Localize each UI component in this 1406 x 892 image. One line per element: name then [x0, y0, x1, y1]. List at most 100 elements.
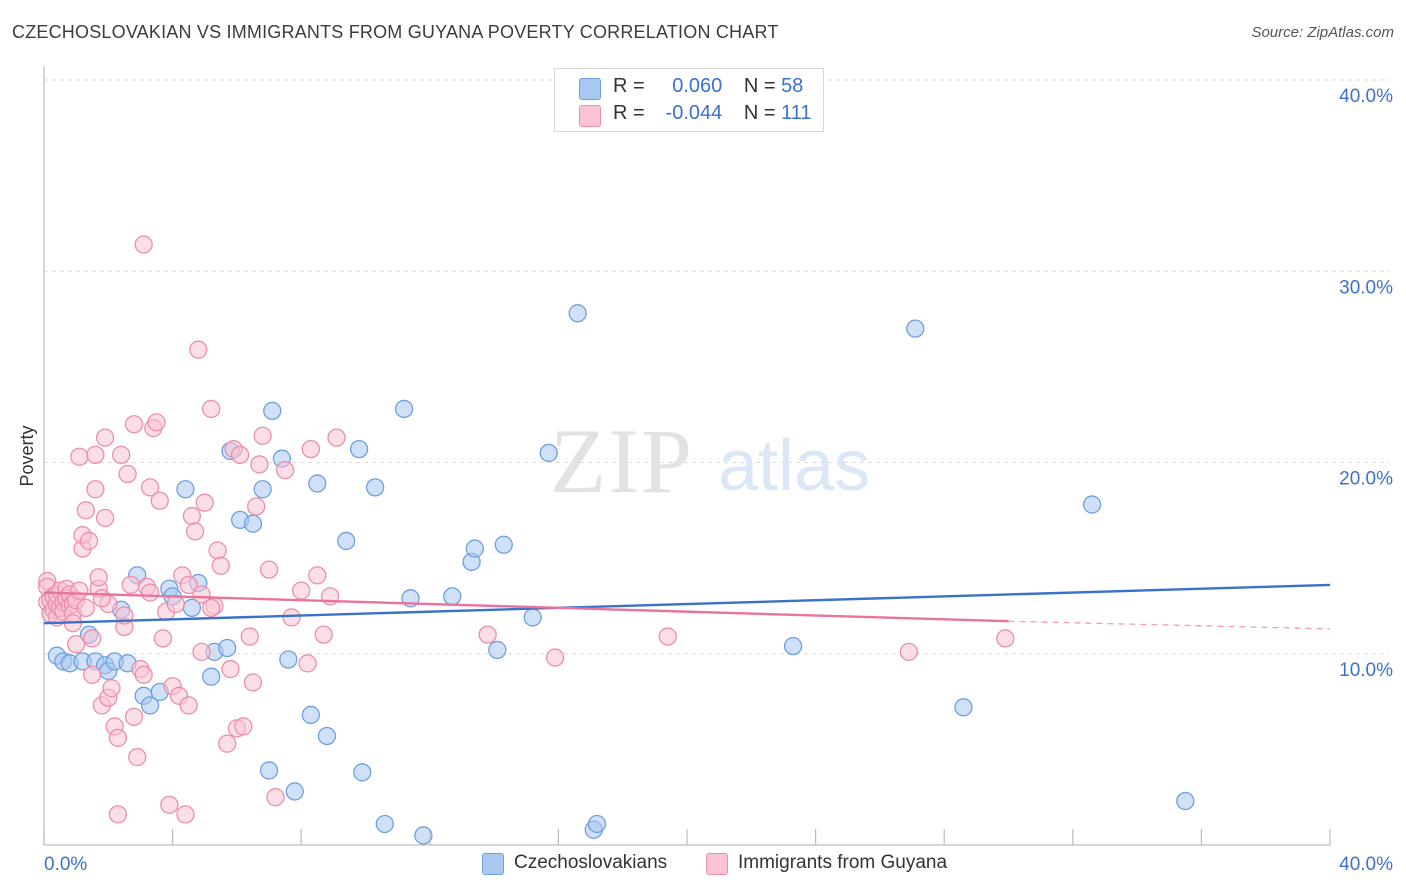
data-point — [478, 625, 497, 644]
watermark-zip: ZIP — [550, 410, 694, 512]
source-label: Source: ZipAtlas.com — [1251, 24, 1394, 41]
data-point — [494, 535, 513, 554]
trend-line — [43, 591, 1009, 623]
r-value: 0.060 — [672, 75, 723, 97]
trend-line — [43, 583, 1331, 625]
data-point — [208, 541, 227, 560]
r-label: R = — [613, 75, 645, 97]
data-point — [243, 514, 263, 533]
data-point — [182, 506, 202, 526]
legend-swatch-blue — [579, 78, 601, 100]
data-point — [375, 814, 394, 834]
data-point — [253, 480, 272, 499]
watermark-atlas: atlas — [718, 426, 870, 506]
trend-lines — [43, 583, 1331, 630]
data-point — [95, 508, 115, 528]
data-point — [118, 464, 137, 484]
data-point — [899, 642, 918, 661]
data-point — [568, 304, 587, 323]
x-tick-label: 0.0% — [44, 854, 87, 875]
chart-title: CZECHOSLOVAKIAN VS IMMIGRANTS FROM GUYAN… — [12, 22, 779, 42]
data-point — [192, 642, 211, 661]
data-point — [176, 805, 195, 824]
legend-swatch-pink — [706, 853, 728, 875]
data-points — [38, 235, 1195, 845]
data-point — [67, 635, 86, 654]
data-point — [240, 627, 259, 646]
data-point — [89, 568, 108, 587]
trend-line-extension — [1008, 620, 1331, 630]
data-point — [539, 443, 558, 463]
tick-labels: 10.0% 20.0% 30.0% 40.0% 0.0% 40.0% — [44, 86, 1393, 875]
data-point — [353, 763, 372, 782]
data-point — [140, 583, 160, 602]
legend-label: Czechoslovakians — [514, 852, 668, 873]
data-point — [523, 608, 542, 627]
y-tick-label: 40.0% — [1339, 86, 1393, 107]
data-point — [95, 428, 115, 447]
data-point — [108, 728, 128, 748]
data-point — [102, 679, 121, 698]
n-value: 58 — [781, 75, 804, 97]
data-point — [140, 478, 160, 497]
data-point — [243, 673, 263, 692]
data-point — [279, 650, 298, 669]
n-value: 111 — [781, 102, 812, 124]
data-point — [79, 531, 99, 551]
x-tick-label: 40.0% — [1339, 854, 1393, 875]
legend-stats: R = -0.044 N = 111 — [613, 102, 811, 125]
data-point — [153, 629, 173, 648]
data-point — [301, 439, 320, 459]
data-point — [108, 805, 128, 824]
data-point — [906, 319, 925, 338]
data-point — [134, 235, 153, 254]
data-point — [195, 493, 214, 512]
y-tick-label: 20.0% — [1339, 469, 1393, 490]
data-point — [192, 585, 211, 604]
data-point — [996, 629, 1015, 648]
y-tick-label: 30.0% — [1339, 277, 1393, 298]
data-point — [282, 608, 301, 627]
data-point — [134, 665, 153, 684]
data-point — [259, 761, 279, 780]
n-label: N = — [743, 75, 776, 97]
gridlines — [44, 79, 1390, 655]
data-point — [263, 401, 282, 421]
data-point — [176, 480, 195, 499]
axes — [43, 66, 1331, 846]
data-point — [298, 654, 317, 673]
data-point — [76, 598, 95, 617]
correlation-legend: R = 0.060 N = 58 R = -0.044 N = 111 — [554, 68, 824, 132]
data-point — [954, 698, 973, 717]
data-point — [150, 491, 169, 510]
data-point — [308, 474, 327, 493]
data-point — [92, 589, 112, 608]
data-point — [221, 659, 240, 679]
data-point — [1082, 495, 1102, 514]
data-point — [70, 447, 89, 466]
data-point — [86, 445, 105, 465]
data-point — [253, 426, 272, 445]
data-point — [121, 575, 140, 595]
data-point — [83, 629, 102, 648]
data-point — [112, 445, 131, 465]
data-point — [275, 460, 295, 480]
data-point — [185, 522, 205, 541]
data-point — [124, 415, 144, 434]
watermark: ZIP atlas — [550, 410, 870, 512]
data-point — [202, 598, 221, 617]
data-point — [218, 638, 237, 658]
data-point — [1176, 791, 1195, 811]
data-point — [166, 594, 185, 614]
data-point — [349, 439, 369, 459]
legend-label: Immigrants from Guyana — [738, 852, 948, 873]
data-point — [546, 648, 565, 667]
data-point — [128, 747, 147, 767]
data-point — [250, 455, 269, 474]
data-point — [160, 795, 179, 814]
data-point — [140, 696, 160, 715]
data-point — [70, 581, 89, 600]
legend-swatch-blue — [482, 853, 504, 875]
data-point — [86, 480, 105, 499]
